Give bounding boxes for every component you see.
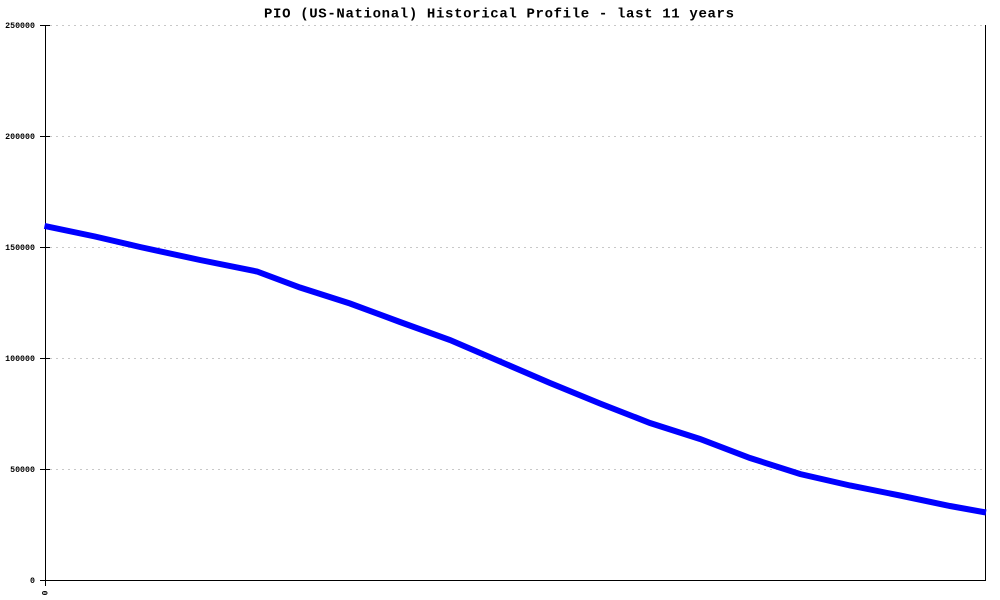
svg-text:200000: 200000 [5,133,35,142]
svg-text:PIO (US-National) Historical P: PIO (US-National) Historical Profile - l… [264,6,734,22]
svg-text:0: 0 [30,577,35,586]
svg-text:100000: 100000 [5,355,35,364]
svg-text:250000: 250000 [5,22,35,31]
svg-text:50000: 50000 [10,466,35,475]
svg-text:0: 0 [39,591,48,596]
svg-text:150000: 150000 [5,244,35,253]
